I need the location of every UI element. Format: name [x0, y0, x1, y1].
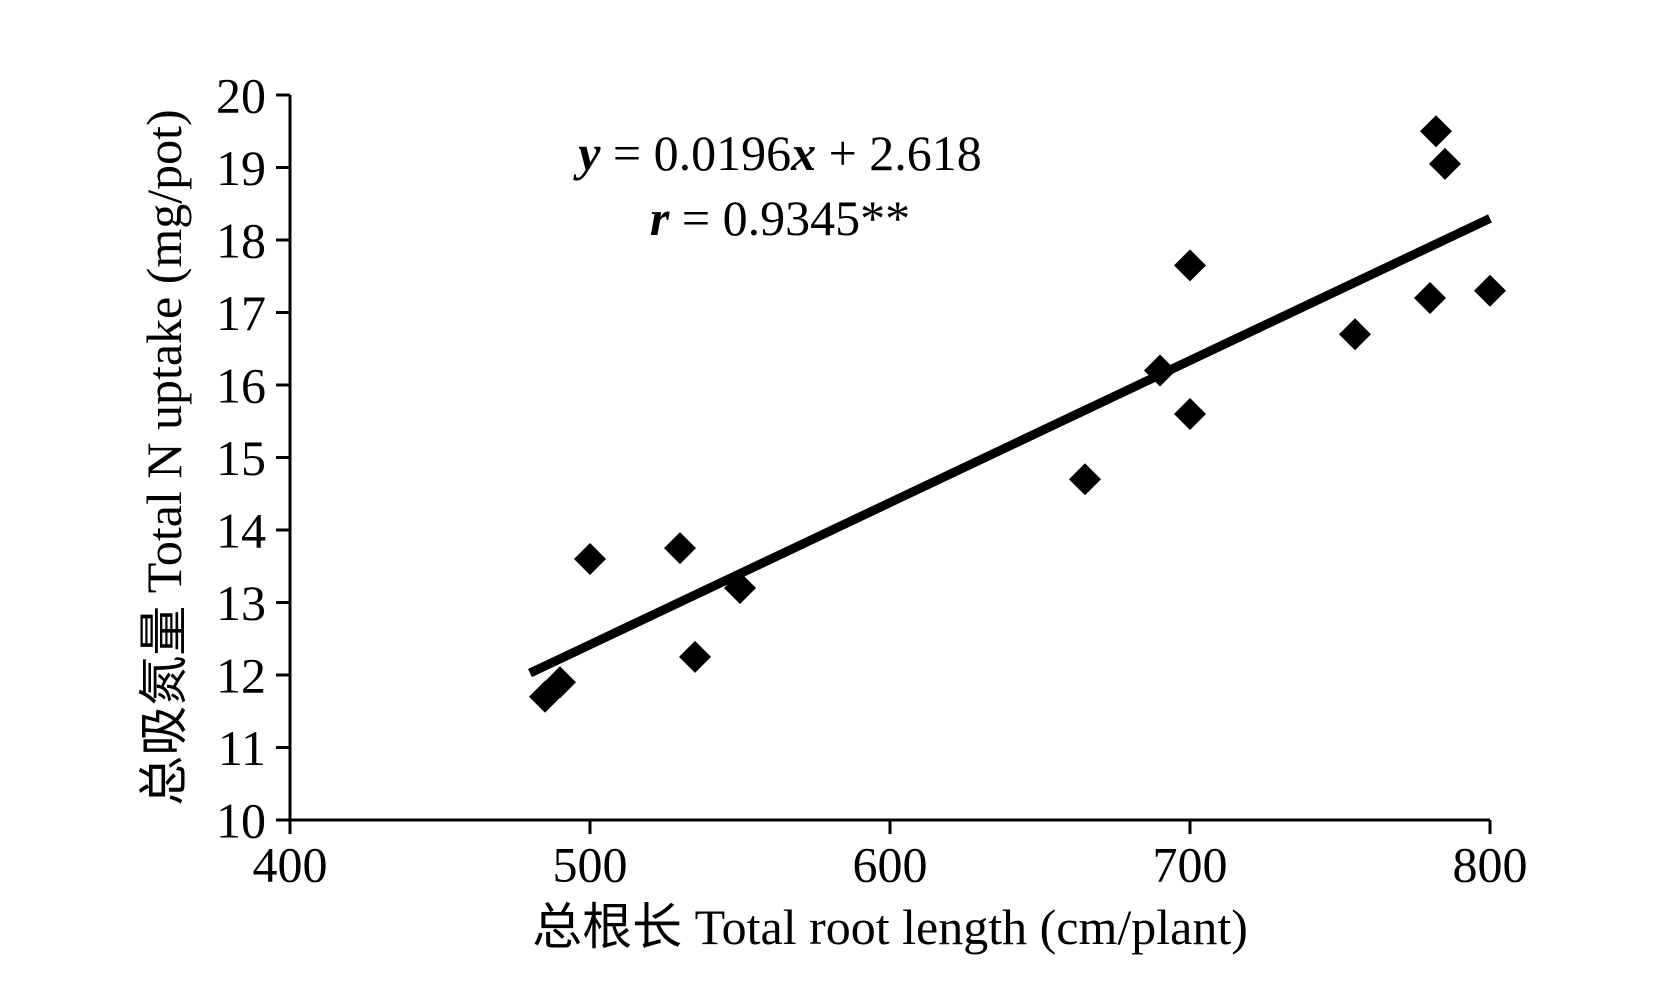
scatter-point	[1414, 282, 1446, 314]
scatter-point	[1174, 249, 1206, 281]
y-tick-label: 10	[216, 793, 266, 849]
y-axis-label: 总吸氮量 Total N uptake (mg/pot)	[136, 109, 192, 805]
y-tick-label: 18	[216, 213, 266, 269]
x-tick-label: 500	[553, 837, 628, 893]
x-tick-label: 800	[1453, 837, 1528, 893]
y-tick-label: 14	[216, 503, 266, 559]
y-tick-label: 19	[216, 140, 266, 196]
scatter-point	[1420, 115, 1452, 147]
scatter-point	[664, 532, 696, 564]
x-axis-label: 总根长 Total root length (cm/plant)	[532, 899, 1248, 955]
scatter-point	[1339, 318, 1371, 350]
regression-line	[530, 218, 1490, 673]
equation-line-1: y = 0.0196x + 2.618	[573, 125, 982, 181]
y-tick-label: 15	[216, 430, 266, 486]
y-tick-label: 13	[216, 575, 266, 631]
x-tick-label: 700	[1153, 837, 1228, 893]
y-tick-label: 16	[216, 358, 266, 414]
x-tick-label: 600	[853, 837, 928, 893]
y-tick-label: 11	[218, 720, 266, 776]
scatter-point	[679, 641, 711, 673]
scatter-point	[1474, 275, 1506, 307]
y-tick-label: 17	[216, 285, 266, 341]
equation-line-2: r = 0.9345**	[650, 190, 910, 246]
y-tick-label: 12	[216, 648, 266, 704]
scatter-point	[1429, 148, 1461, 180]
scatter-point	[574, 543, 606, 575]
scatter-point	[1174, 398, 1206, 430]
chart-container: 4005006007008001011121314151617181920总根长…	[0, 0, 1654, 992]
y-tick-label: 20	[216, 68, 266, 124]
scatter-point	[1069, 463, 1101, 495]
scatter-chart: 4005006007008001011121314151617181920总根长…	[0, 0, 1654, 992]
